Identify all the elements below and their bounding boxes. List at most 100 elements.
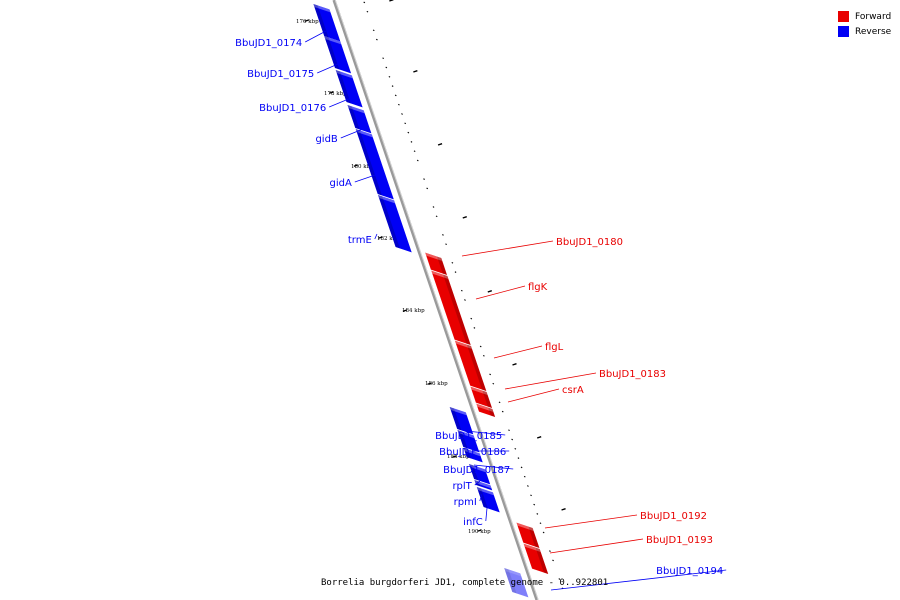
minor-tick [514,447,517,450]
legend-reverse: Reverse [838,24,891,39]
gene-highlight [378,195,396,204]
reverse-swatch-icon [838,26,849,37]
gene-label: infC [463,517,483,528]
gene-label: BbuJD1_0183 [599,369,666,380]
gene-label: csrA [562,385,584,396]
gene-block [431,270,471,345]
gene-block [335,70,363,108]
gene-highlight [457,430,475,439]
minor-tick [473,327,476,329]
kbp-label: 184 kbp [402,308,425,314]
kbp-label: 190 kbp [468,529,491,535]
kbp-label: 178 kbp [324,91,347,97]
gene-label: BbuJD1_0193 [646,535,713,546]
minor-tick [536,513,539,515]
gene-highlight [469,464,487,473]
major-tick [512,363,517,366]
gene-shade [355,129,382,196]
gene-label: BbuJD1_0192 [640,511,707,522]
minor-tick [542,531,545,534]
gene-shade [335,70,351,104]
gene-block [457,430,480,453]
genome-caption: Borrelia burgdorferi JD1, complete genom… [321,578,609,588]
gene-label: flgK [528,282,548,293]
major-tick [561,508,566,511]
gene-label: trmE [348,235,372,246]
minor-tick [426,187,429,190]
major-tick [477,529,482,532]
minor-tick [533,503,536,506]
gene-highlight [454,340,473,349]
gene-highlight [476,403,494,412]
gene-block [313,4,341,42]
kbp-label: 188 kbp [447,454,470,460]
minor-tick [520,466,523,469]
gene-highlight [431,270,449,279]
gene-highlight [476,487,494,496]
legend-forward-label: Forward [855,11,892,22]
minor-tick [549,550,551,552]
gene-label: rpmI [454,497,477,508]
kbp-label: 182 kbp [377,236,400,242]
major-tick [304,19,309,22]
gene-label: BbuJD1_0176 [259,103,326,114]
minor-tick [435,215,438,218]
leader-line [475,285,526,300]
leader-line [485,507,488,522]
minor-tick [492,382,495,385]
major-tick [427,382,432,385]
gene-shade [347,105,360,130]
major-tick [402,309,408,312]
leader-line [549,538,644,554]
minor-tick [432,206,435,208]
leader-line [374,233,378,240]
minor-tick [363,1,366,4]
gene-block [516,522,540,548]
minor-tick [445,243,447,246]
minor-tick [394,94,397,97]
gene-shade [449,407,462,431]
leader-line [465,430,506,436]
leader-line [544,514,638,529]
gene-highlight [335,70,353,79]
gene-highlight [504,568,522,577]
leader-line [473,464,514,470]
minor-tick [482,354,485,357]
gene-block [454,340,487,391]
gene-highlight [523,543,541,552]
minor-tick [498,401,501,404]
leader-line [317,63,339,74]
minor-tick [464,299,466,301]
forward-swatch-icon [838,11,849,22]
major-tick [487,290,493,293]
gene-block [425,252,447,275]
genome-backbone [332,0,539,600]
major-tick [353,164,359,167]
gene-shade [437,256,447,275]
gene-highlight [313,4,331,13]
gene-label: BbuJD1_0174 [235,38,302,49]
minor-tick [366,10,369,13]
leader-line [479,493,483,502]
gene-highlight [324,36,342,45]
kbp-label: 180 kbp [351,164,374,170]
minor-tick [391,85,394,87]
gene-highlight [463,448,481,457]
gene-shade [443,274,471,345]
gene-block [355,129,394,200]
gene-block [504,568,529,598]
kbp-label: 176 kbp [296,19,319,25]
gene-block [474,480,493,491]
minor-tick [454,271,457,273]
gene-label: gidA [329,178,351,189]
leader-line [507,388,560,403]
minor-tick [508,429,510,432]
gene-label: gidB [315,134,337,145]
major-tick [462,216,467,219]
gene-shade [482,390,492,408]
gene-block [324,36,352,74]
gene-shade [466,344,487,391]
leader-line [550,569,727,591]
leader-line [354,172,382,183]
